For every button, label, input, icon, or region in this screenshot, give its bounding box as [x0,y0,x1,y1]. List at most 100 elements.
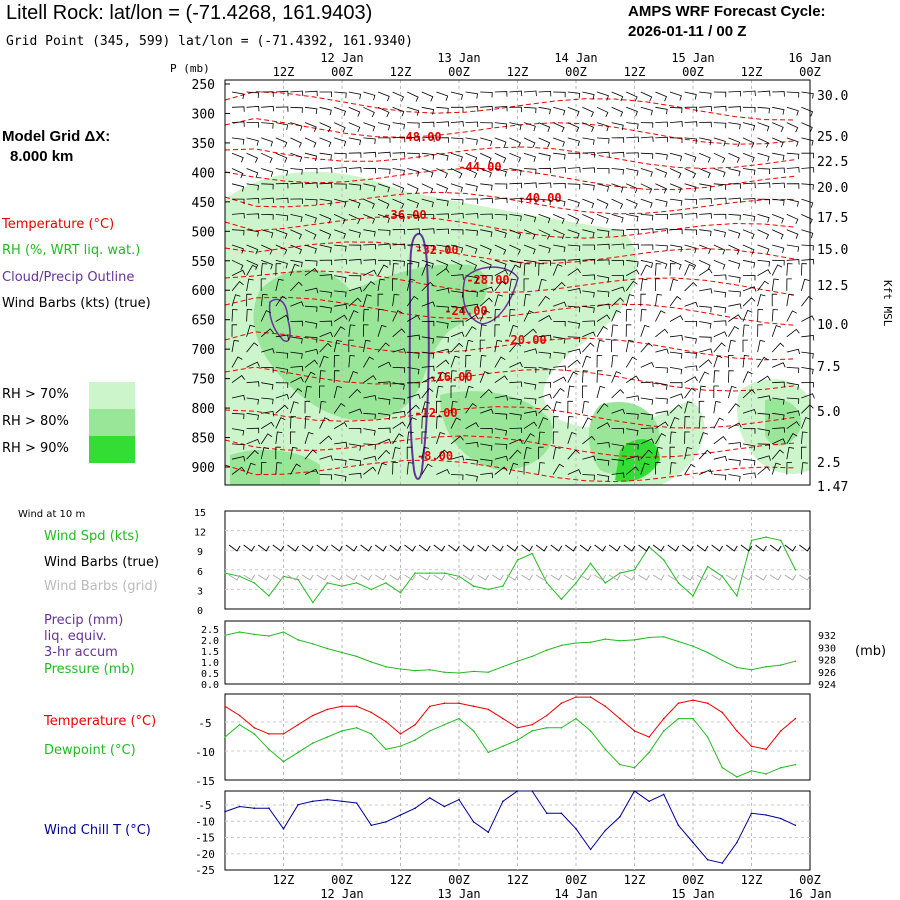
wind-barb [684,259,697,270]
wind-barb [319,167,333,173]
wind-barb [465,137,478,145]
wind-barb [304,214,317,224]
wind-barb [246,152,259,163]
wind-barb [392,122,405,130]
wind-barb [728,229,741,239]
wind-barb [480,428,493,434]
wind-barb [348,258,362,265]
wind-barb [757,244,770,254]
wind-barb [304,287,319,294]
wind-barb [494,122,508,130]
wind-barb [275,259,288,269]
wind-barb [538,367,551,375]
wind-barb [699,305,712,313]
wind-barb [304,371,316,383]
precip-ytick: 2.0 [201,636,219,647]
wind-barb [684,351,697,359]
pressure-tick-label: 350 [192,137,215,152]
wind-barb [348,324,356,337]
surface-wind-barb-grid [418,574,431,581]
wind-barb [626,152,639,158]
wind-barb [538,351,551,359]
wind-barb [421,91,434,102]
wind-barb [319,122,332,133]
wind-barb [684,447,693,460]
wind-barb [728,259,741,269]
wind-barb [699,259,711,270]
wind-barb [596,303,611,309]
wind-barb [523,278,529,291]
wind-barb [655,136,669,143]
wind-barb [801,446,807,460]
wind-barb [436,183,449,194]
wind-barb [582,290,595,298]
wind-barb [611,275,624,281]
wind-barb [334,137,347,147]
wind-barb [421,183,434,194]
surface-wind-barb-true [579,544,592,552]
surface-wind-barb-grid [258,574,270,581]
wind-barb [772,244,785,254]
wind-barb [523,198,537,205]
wind-barb [757,122,770,132]
wind-barb [363,183,376,192]
wind-barb [611,214,624,223]
wind-barb [699,348,713,354]
wind-barb [421,463,433,475]
wind-barb [363,91,376,101]
legend-rh90-label: RH > 90% [2,441,69,456]
wind-barb [655,259,668,269]
wind-barb [480,91,493,98]
forecast-cycle: AMPS WRF Forecast Cycle: 2026-01-11 / 00… [628,2,826,42]
wind-barb [392,229,406,235]
wind-barb [611,151,625,158]
wind-barb [421,244,435,251]
wind-barb [407,382,420,388]
wind-barb [728,90,742,97]
wind-barb [742,244,755,255]
surface-wind-barb-true [608,544,621,552]
wind-barb [728,290,741,297]
wind-barb [436,385,444,399]
wind-barb [246,137,259,146]
wind-barb [348,427,362,434]
wind-barb [742,339,748,353]
wind-barb [509,264,520,276]
wind-barb-layer [231,90,815,482]
wind-barb [801,416,811,429]
wind-barb [596,91,609,101]
wind-barb [275,351,289,359]
wind-barb [231,443,245,450]
wind-barb [450,474,464,481]
wind-barb [377,361,392,368]
wind-ytick: 9 [197,547,203,558]
wind-barb [552,387,565,399]
wind-barb [231,394,246,401]
wind-barb [626,443,639,450]
wind-barb [771,309,779,322]
wind-barb [669,367,683,375]
grid-point-subtitle: Grid Point (345, 599) lat/lon = (-71.439… [6,34,413,49]
wind-barb [406,462,414,475]
surface-wind-barb-true [667,544,680,552]
cross-section-frame [224,79,811,486]
wind-barb [261,197,274,204]
wind-barb [640,342,653,353]
wind-barb [523,259,537,267]
wind-barb [450,305,464,313]
wind-panel-title: Wind at 10 m [18,509,86,520]
surface-wind-barb-grid [433,574,446,581]
wind-barb [582,258,596,265]
wind-barb [786,293,794,307]
wind-barb [757,324,763,337]
rh-region-5 [765,399,801,446]
wind-barb [625,294,635,307]
wind-barb [567,183,581,190]
bottom-date-label: 16 Jan [788,887,831,900]
wind-barb [728,370,734,383]
wind-barb [319,259,333,266]
wind-barb [231,356,243,368]
wind-barb [684,229,698,236]
wind-barb [655,348,669,354]
wind-barb [231,294,241,307]
